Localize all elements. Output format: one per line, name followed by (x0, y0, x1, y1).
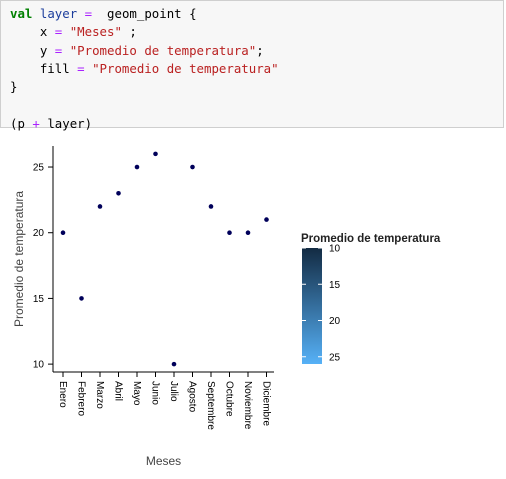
code-op: = (54, 24, 63, 40)
code-string-fill: "Promedio de temperatura" (92, 60, 279, 76)
x-tick-label: Junio (150, 381, 161, 405)
x-axis-title: Meses (146, 454, 181, 468)
data-point (171, 361, 177, 367)
x-tick-label: Octubre (224, 381, 235, 417)
data-point (134, 164, 140, 170)
data-point (190, 164, 195, 170)
data-point (245, 230, 251, 236)
legend-tick-label: 25 (329, 352, 341, 363)
code-closing-brace: } (10, 79, 18, 95)
y-tick-label: 25 (33, 163, 45, 174)
x-tick-label: Abril (113, 381, 124, 401)
x-tick-label: Mayo (131, 381, 142, 406)
code-punct: ; (121, 24, 137, 40)
code-op: = (77, 60, 85, 76)
data-point (116, 191, 121, 196)
x-tick-label: Febrero (76, 381, 87, 416)
code-arg-fill: fill (39, 60, 70, 76)
code-expr-open: (p (10, 115, 33, 131)
code-arg-x: x (39, 24, 48, 40)
data-point (227, 230, 232, 236)
legend-colorbar (302, 248, 322, 364)
code-string-y: "Promedio de temperatura" (69, 42, 257, 58)
x-tick-label: Julio (168, 381, 179, 402)
code-cell[interactable]: val layer = geom_point { x = "Meses" ; y… (0, 0, 504, 131)
data-point (60, 230, 66, 236)
y-tick-label: 20 (33, 228, 45, 239)
code-plus-operator: + (32, 115, 40, 131)
legend-tick-label: 20 (329, 316, 341, 327)
y-tick-label: 15 (33, 294, 45, 305)
function-call: geom_point { (107, 6, 197, 21)
x-tick-label: Marzo (94, 381, 105, 409)
legend-tick-label: 15 (329, 280, 341, 291)
code-op: = (54, 42, 63, 58)
x-tick-label: Agosto (187, 381, 198, 413)
legend-title: Promedio de temperatura (301, 233, 441, 245)
variable-layer: layer (39, 6, 78, 21)
data-point (264, 217, 269, 222)
data-point (153, 151, 158, 157)
scatter-plot: 10 15 20 25 Enero Febrero Marzo Abril Mayo Junio J… (12, 146, 441, 468)
code-editor[interactable]: val layer = geom_point { x = "Meses" ; y… (10, 5, 279, 133)
x-tick-label: Noviembre (242, 381, 253, 430)
code-string-meses: "Meses" (69, 24, 122, 40)
x-tick-label: Septembre (205, 381, 216, 430)
y-tick-label: 10 (33, 360, 45, 371)
assign-operator: = (84, 6, 93, 21)
data-point (97, 204, 103, 209)
x-tick-label: Diciembre (261, 381, 272, 426)
code-punct: ; (256, 42, 264, 58)
x-tick-label: Enero (57, 381, 68, 408)
data-point (208, 204, 214, 209)
y-axis-title: Promedio de temperatura (12, 191, 26, 327)
code-expr-close: layer) (39, 115, 93, 131)
data-point (79, 296, 84, 301)
cell-output: 10 15 20 25 Enero Febrero Marzo Abril Mayo Junio J… (0, 132, 506, 474)
code-arg-y: y (39, 42, 48, 58)
legend-tick-label: 10 (329, 244, 341, 255)
keyword-val: val (10, 6, 33, 21)
